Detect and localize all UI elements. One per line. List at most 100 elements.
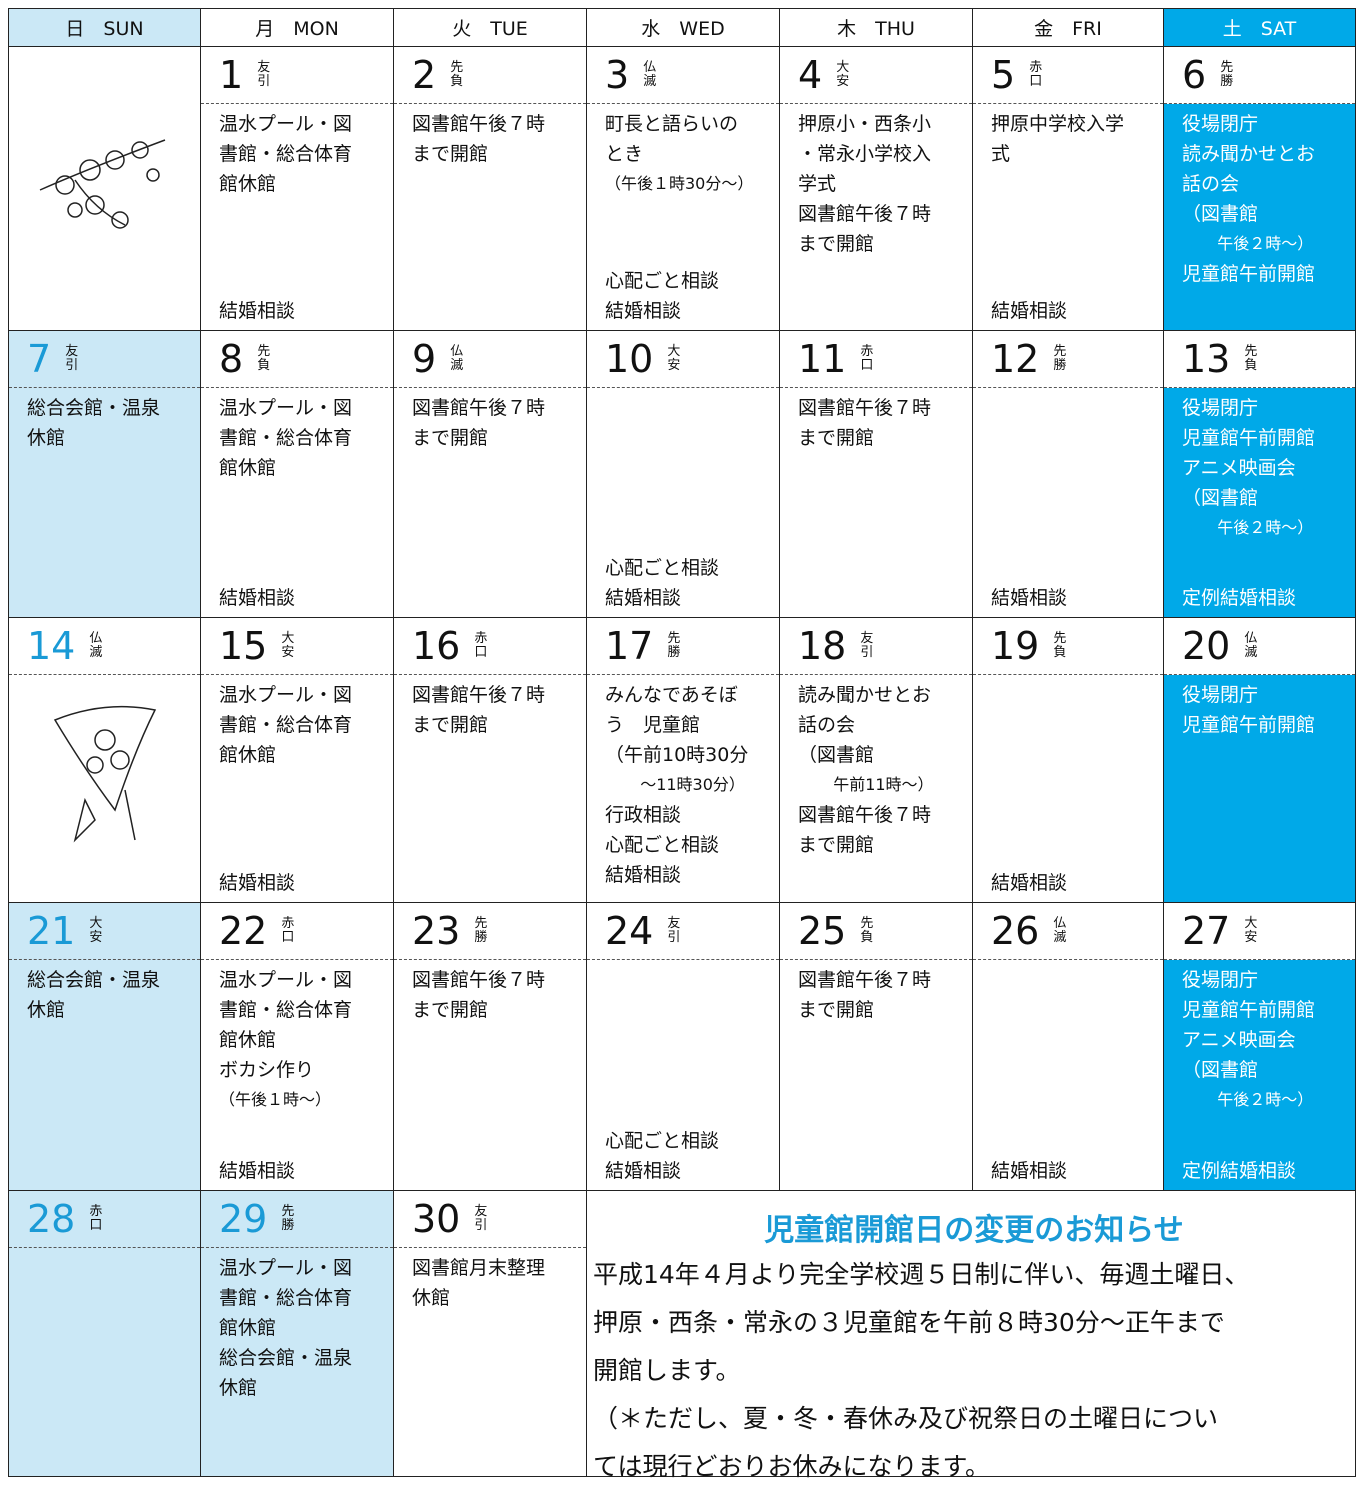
rokuyo: 大安 <box>1244 916 1258 945</box>
date-bar: 3 仏滅 <box>587 47 779 104</box>
event-text: みんなであそぼ <box>605 684 738 706</box>
events: 図書館月末整理 休館 <box>412 1253 545 1313</box>
bottom-events: 結婚相談 <box>991 296 1067 326</box>
event-text: 館休館 <box>219 173 277 195</box>
event-text: 図書館午後７時 <box>798 969 932 991</box>
day-cell: 8 先負 温水プール・図 書館・総合体育 館休館 結婚相談 <box>200 330 394 618</box>
event-text: 図書館午後７時 <box>798 397 932 419</box>
hat-illustration <box>53 705 157 843</box>
day-cell: 24 友引心配ごと相談 結婚相談 <box>586 902 780 1191</box>
day-cell <box>8 46 201 331</box>
rokuyo: 先負 <box>450 60 464 89</box>
date-bar: 7 友引 <box>9 331 200 388</box>
bottom-events: 結婚相談 <box>991 868 1067 898</box>
event-text: 書館・総合体育 <box>219 999 353 1021</box>
bottom-events: 結婚相談 <box>991 1156 1067 1186</box>
date-bar: 5 赤口 <box>973 47 1163 104</box>
rokuyo: 先負 <box>1053 631 1067 660</box>
event-text: 館休館 <box>219 1029 277 1051</box>
date-bar: 9 仏滅 <box>394 331 586 388</box>
day-cell: 22 赤口 温水プール・図 書館・総合体育 館休館 ボカシ作り （午後１時～） 結婚相談 <box>200 902 394 1191</box>
day-header: 土 SAT <box>1163 8 1356 47</box>
event-text: 心配ごと相談 <box>605 557 720 579</box>
event-text: まで開館 <box>798 233 875 255</box>
event-text: ～11時30分） <box>640 775 745 794</box>
events: 役場閉庁 児童館午前開館 <box>1182 680 1315 740</box>
event-text: まで開館 <box>798 427 875 449</box>
date-bar: 24 友引 <box>587 903 779 960</box>
day-number: 22 <box>219 909 268 953</box>
event-text: 心配ごと相談 <box>605 270 720 292</box>
event-text: 定例結婚相談 <box>1182 1160 1297 1182</box>
day-number: 20 <box>1182 624 1231 668</box>
events: 温水プール・図 書館・総合体育 館休館 <box>219 109 352 199</box>
date-bar: 26 仏滅 <box>973 903 1163 960</box>
event-text: 図書館午後７時 <box>412 113 546 135</box>
day-cell: 1 友引 温水プール・図 書館・総合体育 館休館 結婚相談 <box>200 46 394 331</box>
day-number: 28 <box>27 1197 76 1241</box>
day-cell: 26 仏滅結婚相談 <box>972 902 1164 1191</box>
day-cell: 29 先勝 温水プール・図 書館・総合体育 館休館 総合会館・温泉 休館 <box>200 1190 394 1477</box>
event-text: 役場閉庁 <box>1182 397 1259 419</box>
events: 温水プール・図 書館・総合体育 館休館 <box>219 680 352 770</box>
rokuyo: 大安 <box>89 916 103 945</box>
event-text: 図書館午後７時 <box>412 684 546 706</box>
day-number: 5 <box>991 53 1016 97</box>
events: みんなであそぼう 児童館 （午前10時30分 ～11時30分） 行政相談 心配ごと相談結… <box>605 680 748 890</box>
event-text: 午後２時～） <box>1217 518 1314 537</box>
date-bar: 14 仏滅 <box>9 618 200 675</box>
day-cell: 30 友引 図書館月末整理 休館 <box>393 1190 587 1477</box>
cherry-illustration <box>39 139 166 229</box>
day-cell: 17 先勝 みんなであそぼう 児童館 （午前10時30分 ～11時30分） 行政相談 心配ご… <box>586 617 780 903</box>
events: 温水プール・図 書館・総合体育 館休館 <box>219 393 352 483</box>
event-text: 図書館午後７時 <box>412 397 546 419</box>
day-number: 1 <box>219 53 244 97</box>
events: 図書館午後７時 まで開館 <box>412 965 545 1025</box>
event-text: 話の会 <box>1182 173 1240 195</box>
day-number: 19 <box>991 624 1040 668</box>
day-number: 7 <box>27 337 52 381</box>
event-text: 休館 <box>412 1287 451 1309</box>
rokuyo: 先勝 <box>1220 60 1234 89</box>
event-text: 館休館 <box>219 744 277 766</box>
event-text: 定例結婚相談 <box>1182 587 1297 609</box>
event-text: 役場閉庁 <box>1182 684 1259 706</box>
date-bar: 1 友引 <box>201 47 393 104</box>
day-header: 木 THU <box>779 8 973 47</box>
event-text: 温水プール・図 <box>219 113 353 135</box>
events: 図書館午後７時 まで開館 <box>412 393 545 453</box>
day-number: 8 <box>219 337 244 381</box>
bottom-events: 心配ごと相談 結婚相談 <box>605 1126 719 1186</box>
date-bar: 21 大安 <box>9 903 200 960</box>
date-bar: 19 先負 <box>973 618 1163 675</box>
event-text: 心配ごと相談 <box>605 1130 720 1152</box>
events: 役場閉庁 児童館午前開館 アニメ映画会 （図書館 午後２時～） <box>1182 393 1315 543</box>
event-text: 結婚相談 <box>991 300 1068 322</box>
event-text: 総合会館・温泉 <box>219 1347 353 1369</box>
events: 読み聞かせとお 話の会 （図書館 午前11時～） 図書館午後７時 まで開館 <box>798 680 934 860</box>
event-text: 読み聞かせとお <box>798 684 932 706</box>
day-number: 11 <box>798 337 847 381</box>
events: 温水プール・図 書館・総合体育 館休館 総合会館・温泉 休館 <box>219 1253 352 1403</box>
event-text: 押原中学校入学 <box>991 113 1125 135</box>
event-text: 休館 <box>27 999 66 1021</box>
event-text: 話の会 <box>798 714 856 736</box>
event-text: 館休館 <box>219 457 277 479</box>
event-text: 書館・総合体育 <box>219 143 353 165</box>
day-cell: 23 先勝 図書館午後７時 まで開館 <box>393 902 587 1191</box>
date-bar: 18 友引 <box>780 618 972 675</box>
rokuyo: 友引 <box>65 344 79 373</box>
rokuyo: 友引 <box>667 916 681 945</box>
day-cell: 19 先負結婚相談 <box>972 617 1164 903</box>
day-header: 日 SUN <box>8 8 201 47</box>
event-text: （午後１時30分～） <box>605 174 754 193</box>
bottom-events: 定例結婚相談 <box>1182 583 1296 613</box>
rokuyo: 赤口 <box>474 631 488 660</box>
day-cell: 16 赤口 図書館午後７時 まで開館 <box>393 617 587 903</box>
events: 総合会館・温泉 休館 <box>27 965 160 1025</box>
rokuyo: 大安 <box>667 344 681 373</box>
bottom-events: 結婚相談 <box>991 583 1067 613</box>
rokuyo: 友引 <box>860 631 874 660</box>
date-bar: 20 仏滅 <box>1164 618 1355 675</box>
event-text: 温水プール・図 <box>219 1257 353 1279</box>
